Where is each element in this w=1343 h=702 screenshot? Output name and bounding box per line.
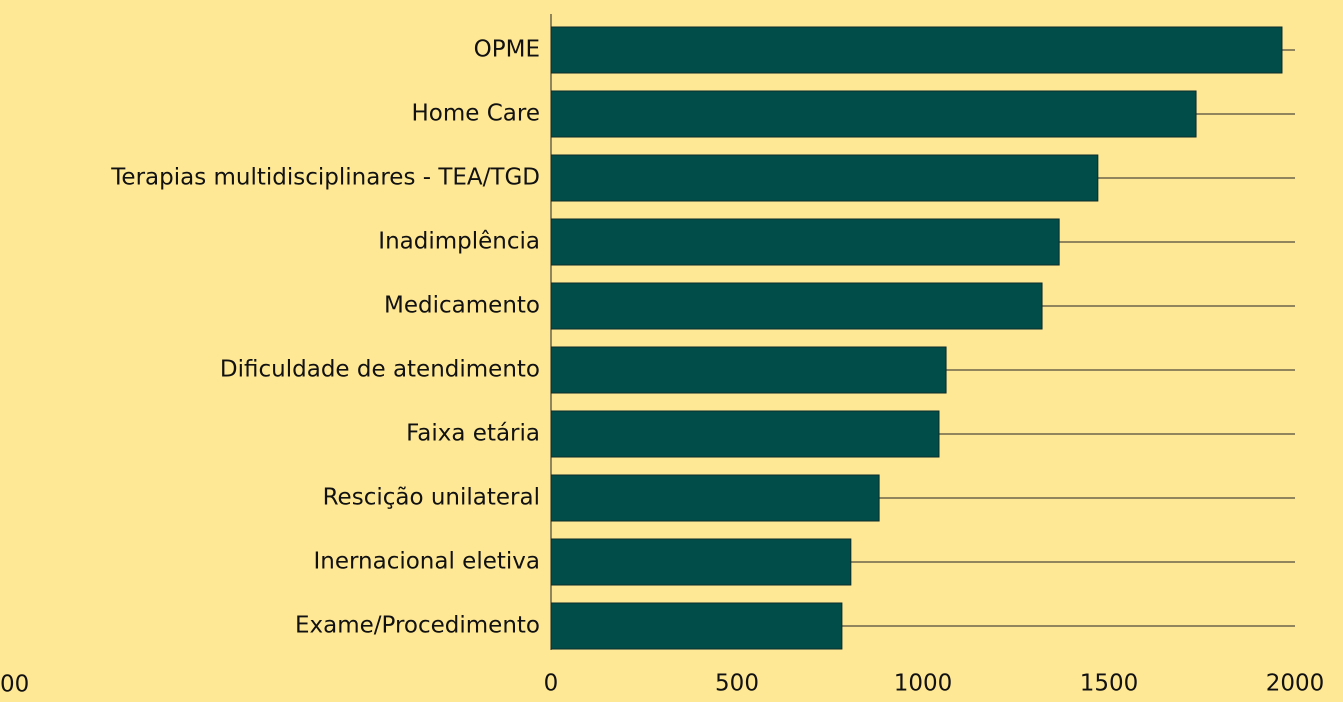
y-tick-label: Rescição unilateral	[323, 485, 540, 511]
x-tick-label: 500	[715, 671, 759, 697]
y-tick-label: Inernacional eletiva	[313, 549, 540, 575]
bar	[550, 282, 1043, 330]
y-tick-label: Home Care	[412, 101, 541, 127]
bar	[550, 474, 880, 522]
y-tick-label: Inadimplência	[378, 229, 540, 255]
bar	[550, 26, 1283, 74]
x-tick-label: 2000	[1266, 671, 1325, 697]
x-tick-label: 1000	[894, 671, 953, 697]
bar	[550, 538, 852, 586]
bar	[550, 410, 940, 458]
x-tick-label: 1500	[1080, 671, 1139, 697]
y-tick-label: Medicamento	[384, 293, 540, 319]
y-tick-label: Faixa etária	[406, 421, 540, 447]
x-tick-label: 0	[544, 671, 559, 697]
bar	[550, 154, 1099, 202]
bar	[550, 90, 1197, 138]
y-tick-label: Exame/Procedimento	[295, 613, 540, 639]
y-tick-label: Dificuldade de atendimento	[220, 357, 540, 383]
bar	[550, 602, 843, 650]
y-tick-label: OPME	[474, 37, 540, 63]
clipped-label: 00	[0, 672, 29, 698]
y-tick-label: Terapias multidisciplinares - TEA/TGD	[110, 165, 540, 191]
bar	[550, 346, 947, 394]
bar	[550, 218, 1060, 266]
